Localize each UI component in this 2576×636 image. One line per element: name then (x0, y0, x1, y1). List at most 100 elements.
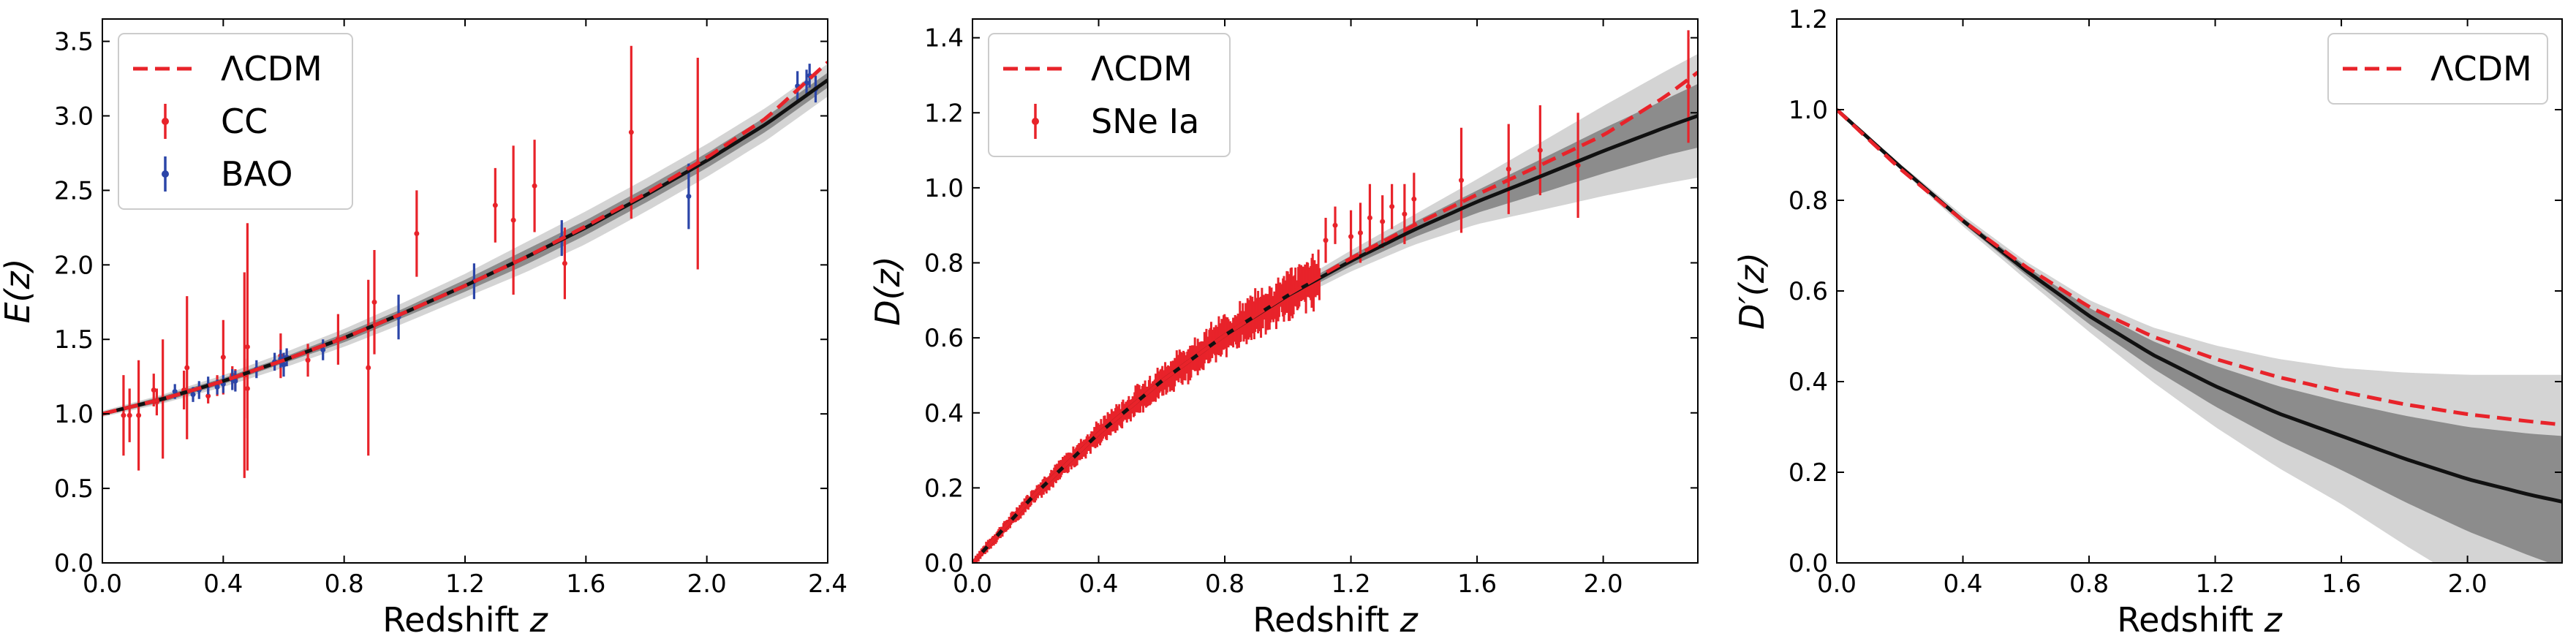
data-point (320, 339, 326, 360)
x-axis-label: Redshift z (2117, 600, 2282, 636)
data-point (1367, 183, 1372, 252)
plot-area (972, 30, 1698, 563)
data-point (1358, 202, 1364, 263)
legend-item: ΛCDM (133, 49, 322, 88)
legend-item: SNe Ia (1032, 102, 1199, 141)
y-axis-label: E(z) (0, 258, 37, 323)
data-point (305, 344, 311, 377)
legend-item: ΛCDM (2343, 49, 2532, 88)
x-tick-label: 0.4 (1943, 569, 1982, 599)
y-tick-label: 0.8 (924, 249, 964, 279)
lcdm-line (1837, 108, 2562, 427)
data-point (366, 279, 371, 456)
x-tick-label: 1.6 (1457, 569, 1497, 599)
y-tick-label: 0.4 (1789, 368, 1828, 397)
y-tick-label: 0.8 (1789, 186, 1828, 216)
data-point (244, 358, 250, 419)
legend-label: SNe Ia (1091, 102, 1199, 141)
y-tick-label: 1.2 (924, 99, 964, 128)
x-tick-label: 2.0 (2448, 569, 2488, 599)
data-point (492, 167, 498, 243)
data-point (1380, 195, 1386, 248)
plot-area (102, 45, 828, 478)
legend-item: BAO (162, 154, 292, 194)
y-tick-label: 0.5 (54, 474, 94, 504)
data-point (414, 190, 420, 277)
y-tick-label: 1.2 (1789, 5, 1828, 34)
x-tick-label: 0.4 (203, 569, 243, 599)
legend-label: BAO (221, 154, 292, 194)
confidence-band-1sigma (1837, 110, 2562, 563)
y-tick-label: 0.0 (924, 549, 964, 578)
y-tick-label: 0.2 (1789, 458, 1828, 488)
y-tick-label: 0.4 (924, 399, 964, 428)
x-tick-label: 0.0 (83, 569, 122, 599)
data-point (1537, 105, 1543, 196)
data-point (233, 371, 238, 392)
legend-box (2327, 33, 2548, 105)
data-point (136, 360, 142, 471)
x-tick-label: 0.0 (953, 569, 992, 599)
x-tick-label: 0.8 (2069, 569, 2109, 599)
data-point (628, 45, 634, 219)
data-point (1459, 127, 1465, 233)
x-tick-label: 0.8 (1205, 569, 1244, 599)
y-tick-label: 0.2 (924, 474, 964, 503)
y-tick-label: 2.0 (54, 251, 94, 280)
x-tick-label: 2.0 (1584, 569, 1623, 599)
x-tick-label: 0.8 (325, 569, 364, 599)
plot-area (1837, 108, 2562, 563)
panel-3: 0.0 0.4 0.8 1.2 1.6 2.00.00.20.40.60.81.01.2R… (1732, 5, 2563, 636)
data-point (184, 296, 190, 439)
y-tick-label: 0.0 (54, 549, 94, 578)
x-tick-label: 0.4 (1079, 569, 1118, 599)
data-point (532, 140, 537, 232)
legend-label: ΛCDM (1091, 49, 1193, 88)
y-tick-label: 1.0 (54, 400, 94, 429)
x-axis-label: Redshift z (1253, 600, 1418, 636)
data-point (121, 375, 126, 456)
confidence-band-1sigma (972, 83, 1698, 563)
legend: ΛCDM SNe Ia (988, 33, 1231, 157)
data-point (371, 249, 377, 355)
y-tick-label: 1.0 (1789, 96, 1828, 125)
y-tick-label: 0.0 (1789, 549, 1828, 578)
data-point (244, 223, 250, 471)
reconstruction-line (972, 114, 1698, 563)
sne-dense-errorbars (974, 249, 1321, 563)
data-point (1323, 217, 1329, 263)
y-tick-label: 3.0 (54, 102, 94, 131)
x-tick-label: 2.0 (687, 569, 727, 599)
x-tick-label: 1.2 (445, 569, 485, 599)
y-tick-label: 0.6 (924, 324, 964, 353)
legend-item: CC (162, 102, 268, 141)
data-point (1575, 113, 1581, 218)
legend-label: ΛCDM (221, 49, 322, 88)
y-tick-label: 1.5 (54, 325, 94, 355)
lcdm-line (102, 61, 828, 416)
y-tick-label: 3.5 (54, 28, 94, 57)
y-axis-label: D′(z) (1732, 252, 1772, 330)
legend-marker (162, 118, 169, 125)
x-tick-label: 1.6 (566, 569, 605, 599)
data-point (126, 388, 132, 442)
legend-marker (162, 170, 169, 178)
data-point (1332, 206, 1338, 244)
data-point (1411, 173, 1417, 226)
legend: ΛCDM (2327, 33, 2548, 105)
data-point (181, 371, 187, 410)
legend-label: CC (221, 102, 268, 141)
y-tick-label: 2.5 (54, 176, 94, 205)
y-tick-label: 1.0 (924, 174, 964, 203)
x-tick-label: 2.4 (808, 569, 847, 599)
data-point (1348, 210, 1354, 263)
data-point (510, 145, 516, 295)
legend-marker (1032, 118, 1039, 125)
legend-box (118, 33, 353, 210)
data-point (1685, 30, 1691, 143)
y-axis-label: D(z) (868, 256, 907, 325)
lcdm-line (972, 70, 1698, 563)
legend-box (988, 33, 1231, 157)
panel-2: 0.0 0.4 0.8 1.2 1.6 2.0 0.0 0.2 0.4 0.6 0.8 1.0 1.2 1… (868, 18, 1699, 636)
